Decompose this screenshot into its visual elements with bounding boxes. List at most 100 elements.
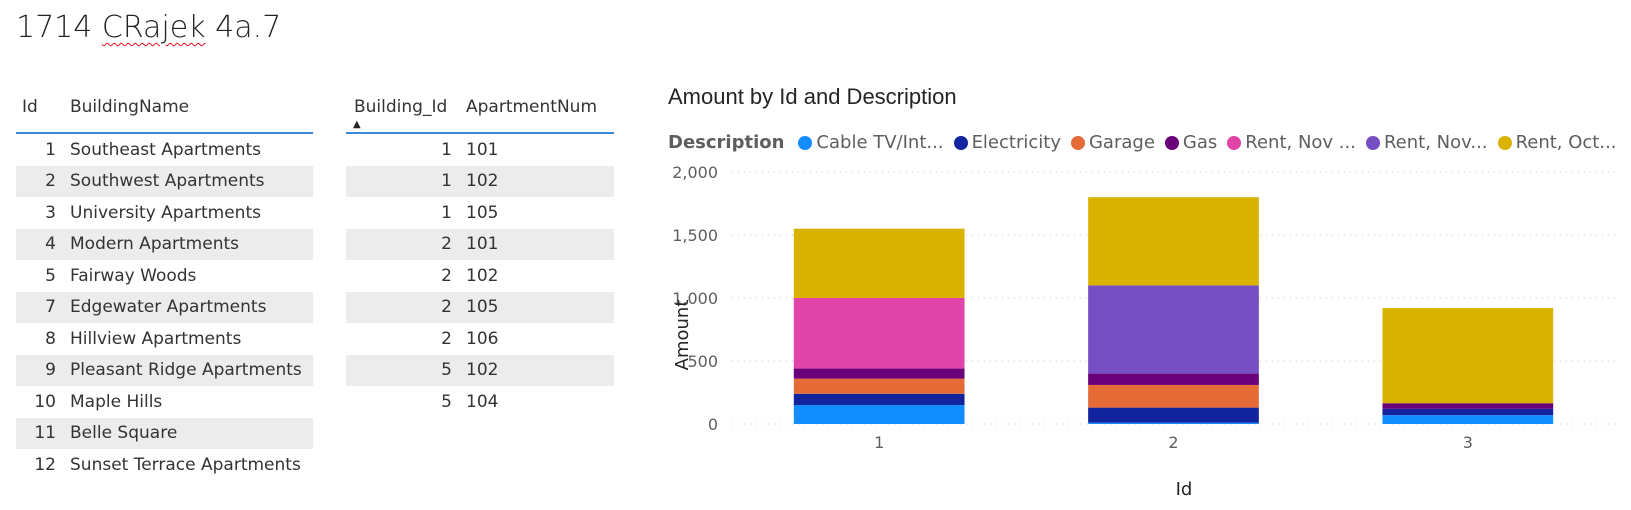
table-row[interactable]: 9 Pleasant Ridge Apartments [16,354,313,386]
table-row[interactable]: 2 101 [346,228,614,260]
legend-item[interactable]: Rent, Oct... [1497,132,1617,153]
x-tick-label: 2 [1168,433,1178,452]
table-row[interactable]: 8 Hillview Apartments [16,323,313,355]
bar-segment[interactable] [1088,373,1259,385]
table-cell: 1 [441,139,452,160]
page-title: 1714 CRajek 4a.7 [16,10,282,45]
legend-item[interactable]: Rent, Nov ... [1227,132,1356,153]
legend-label: Garage [1088,132,1155,153]
table-row[interactable]: 4 Modern Apartments [16,228,313,260]
table-cell: Belle Square [66,417,313,449]
legend-item[interactable]: Rent, Nov... [1365,132,1488,153]
stacked-bar-chart: Amount by Id and Description 0 500 1,000 1,… [668,84,1615,500]
table-cell: 5 [441,391,452,412]
table-row[interactable]: 2 105 [346,291,614,323]
table-cell: 9 [16,354,66,386]
table-cell: 106 [466,328,499,349]
table-cell: Southeast Apartments [70,139,262,160]
legend-label: Gas [1182,132,1218,153]
column-header-apartmentnum[interactable]: ApartmentNum [466,97,598,117]
table-row[interactable]: 5 104 [346,386,614,418]
table-cell: 3 [45,202,56,223]
bar-segment[interactable] [1088,422,1259,424]
y-tick-label: 1,500 [672,226,718,245]
table-cell: 2 [441,265,452,286]
table-cell: 10 [34,391,56,412]
table-row[interactable]: 2 Southwest Apartments [16,165,313,197]
table-row[interactable]: 1 Southeast Apartments [16,133,313,166]
legend-label: Rent, Nov... [1383,132,1488,153]
table-cell: Sunset Terrace Apartments [70,454,301,475]
table-row[interactable]: 5 Fairway Woods [16,260,313,292]
bar-segment[interactable] [1088,384,1259,408]
table-cell: 12 [34,454,56,475]
legend-marker [953,135,968,150]
x-tick-label: 1 [874,433,884,452]
table-cell: Hillview Apartments [70,328,242,349]
bar-segment[interactable] [1088,285,1259,374]
bar-segment[interactable] [1382,308,1554,404]
table-row[interactable]: 3 University Apartments [16,197,313,229]
table-row[interactable]: 1 105 [346,197,614,229]
table-row[interactable]: 11 Belle Square [16,417,313,449]
chart-legend: Description Cable TV/Int... Electricity Ga… [668,132,1627,153]
table-cell: Southwest Apartments [66,165,313,197]
table-cell: 4 [16,228,66,260]
legend-marker [1070,135,1085,150]
table-cell: Edgewater Apartments [66,291,313,323]
legend-item[interactable]: Garage [1070,132,1155,153]
y-axis-label: Amount [672,300,693,371]
table-row[interactable]: 10 Maple Hills [16,386,313,418]
legend-label: Electricity [971,132,1061,153]
table-row[interactable]: 2 106 [346,323,614,355]
bar-segment[interactable] [1382,415,1554,424]
table-cell: Maple Hills [70,391,163,412]
table-row[interactable]: 1 101 [346,133,614,166]
table-cell: 105 [466,202,499,223]
table-cell: Fairway Woods [70,265,197,286]
bar-segment[interactable] [793,368,965,379]
misspelled-word: CRajek [101,10,206,45]
table-cell: 11 [16,417,66,449]
bar-segment[interactable] [793,405,965,424]
legend-item[interactable]: Electricity [953,132,1061,153]
table-cell: 5 [346,354,460,386]
table-cell: Modern Apartments [66,228,313,260]
legend-marker [1164,135,1179,150]
table-cell: Pleasant Ridge Apartments [66,354,313,386]
bar-segment[interactable] [1088,407,1259,423]
table-cell: 5 [45,265,56,286]
bar-segment[interactable] [793,393,965,406]
legend-marker [1497,135,1512,150]
column-header-id[interactable]: Id [22,97,38,117]
legend-marker [798,135,813,150]
x-tick-label: 3 [1463,433,1473,452]
table-cell: 101 [466,139,499,160]
bar-segment[interactable] [793,228,965,298]
table-row[interactable]: 1 102 [346,165,614,197]
bar-segment[interactable] [793,298,965,369]
sort-ascending-icon[interactable]: ▲ [353,119,361,130]
table-cell: 8 [45,328,56,349]
table-cell: 2 [346,291,460,323]
table-row[interactable]: 12 Sunset Terrace Apartments [16,449,313,481]
chart-title: Amount by Id and Description [668,84,957,109]
table-cell: University Apartments [70,202,261,223]
column-header-building-id[interactable]: Building_Id ▲ [353,97,448,130]
legend-item[interactable]: Cable TV/Int... [798,132,944,153]
table-cell: 105 [460,291,614,323]
table-cell: 2 [346,228,460,260]
table-cell: 102 [466,265,499,286]
legend-label: Cable TV/Int... [816,132,944,153]
legend-item[interactable]: Gas [1164,132,1218,153]
table-row[interactable]: 7 Edgewater Apartments [16,291,313,323]
bar-segment[interactable] [1088,197,1259,286]
table-row[interactable]: 5 102 [346,354,614,386]
table-header-row: Id BuildingName [16,82,313,133]
bar-segment[interactable] [1382,403,1554,409]
bar-segment[interactable] [793,378,965,394]
y-tick-label: 1,000 [672,289,718,308]
column-header-buildingname[interactable]: BuildingName [70,97,190,117]
bar-segment[interactable] [1382,408,1554,416]
table-row[interactable]: 2 102 [346,260,614,292]
